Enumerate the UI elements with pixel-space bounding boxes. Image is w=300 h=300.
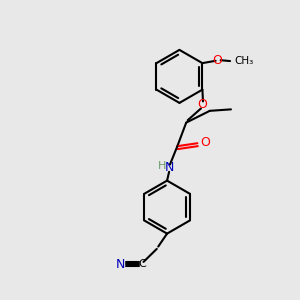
Text: N: N [115, 258, 124, 271]
Text: N: N [165, 161, 174, 174]
Text: O: O [197, 98, 207, 111]
Text: CH₃: CH₃ [234, 56, 253, 66]
Text: C: C [138, 259, 146, 269]
Text: O: O [212, 54, 222, 67]
Text: H: H [158, 161, 166, 171]
Text: O: O [200, 136, 210, 149]
